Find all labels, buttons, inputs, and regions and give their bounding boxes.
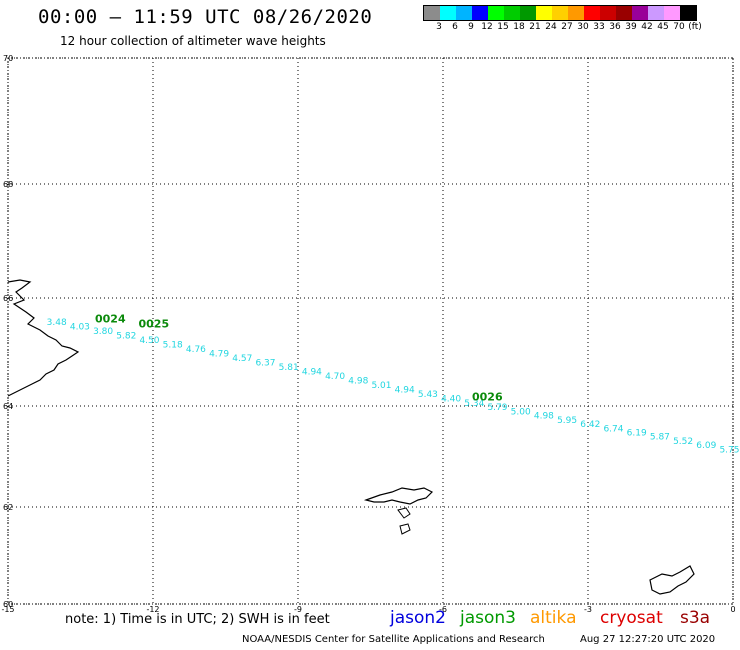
color-scale-label: 21 xyxy=(529,22,541,32)
legend-s3a: s3a xyxy=(680,608,711,628)
wave-height-label: 4.94 xyxy=(395,386,415,396)
wave-height-label: 3.48 xyxy=(47,318,67,328)
footer-note: note: 1) Time is in UTC; 2) SWH is in fe… xyxy=(65,612,330,627)
color-swatch xyxy=(632,6,648,20)
legend-jason2: jason2 xyxy=(390,608,446,628)
color-swatch xyxy=(584,6,600,20)
wave-height-label: 4.40 xyxy=(441,395,461,405)
shetland-islands xyxy=(649,565,695,595)
lat-tick-label: 70 xyxy=(3,54,13,63)
color-scale-label: 45 xyxy=(657,22,669,32)
legend-altika: altika xyxy=(530,608,577,628)
color-swatch xyxy=(488,6,504,20)
color-swatch xyxy=(536,6,552,20)
color-scale-labels: 3 6 9 12 15 18 21 24 27 30 33 36 39 42 45 70 (ft) xyxy=(423,22,740,34)
iceland-coastline xyxy=(7,279,80,397)
color-scale-label: 42 xyxy=(641,22,653,32)
color-scale-label: 30 xyxy=(577,22,589,32)
pass-time-label: 0024 xyxy=(95,312,126,325)
color-scale-label: 39 xyxy=(625,22,637,32)
page-subtitle: 12 hour collection of altimeter wave hei… xyxy=(60,34,326,48)
wave-height-label: 5.01 xyxy=(371,381,391,391)
color-scale-label: 12 xyxy=(481,22,493,32)
color-swatch xyxy=(616,6,632,20)
color-scale-label: 70 xyxy=(673,22,685,32)
wave-height-label: 4.57 xyxy=(232,354,252,364)
faroe-islands xyxy=(363,487,434,505)
lat-tick-label: 66 xyxy=(3,294,13,303)
wave-height-label: 4.79 xyxy=(209,350,229,360)
wave-height-label: 6.74 xyxy=(603,424,623,434)
color-scale-label: 9 xyxy=(468,22,474,32)
color-scale-label: 36 xyxy=(609,22,621,32)
lat-tick-label: 68 xyxy=(3,180,13,189)
wave-height-label: 6.19 xyxy=(627,428,647,438)
color-swatch xyxy=(600,6,616,20)
color-scale-label: 27 xyxy=(561,22,573,32)
wave-height-label: 4.98 xyxy=(534,412,554,422)
lon-tick-label: -3 xyxy=(584,605,592,614)
wave-height-label: 5.75 xyxy=(719,445,739,455)
wave-height-label: 5.18 xyxy=(163,341,183,351)
color-swatch xyxy=(440,6,456,20)
color-scale-label: 18 xyxy=(513,22,525,32)
lat-tick-label: 60 xyxy=(3,600,13,609)
color-swatch xyxy=(472,6,488,20)
pass-time-label: 0025 xyxy=(139,318,170,331)
wave-height-label: 4.98 xyxy=(348,377,368,387)
faroe-islet xyxy=(399,523,411,535)
wave-height-label: 6.09 xyxy=(696,441,716,451)
color-scale-label: 33 xyxy=(593,22,605,32)
color-scale xyxy=(423,5,697,21)
wave-height-label: 4.70 xyxy=(325,372,345,382)
wave-height-label: 6.42 xyxy=(580,420,600,430)
wave-height-label: 3.80 xyxy=(93,327,113,337)
wave-height-label: 5.82 xyxy=(116,332,136,342)
color-swatch xyxy=(664,6,680,20)
color-swatch xyxy=(504,6,520,20)
pass-time-label: 0026 xyxy=(472,391,503,404)
color-swatch xyxy=(520,6,536,20)
color-swatch xyxy=(648,6,664,20)
color-swatch xyxy=(552,6,568,20)
lon-tick-label: 0 xyxy=(730,605,735,614)
color-swatch xyxy=(456,6,472,20)
wave-height-label: 4.94 xyxy=(302,368,322,378)
color-scale-label: 6 xyxy=(452,22,458,32)
wave-height-label: 5.43 xyxy=(418,390,438,400)
wave-height-label: 4.76 xyxy=(186,345,206,355)
wave-height-label: 4.50 xyxy=(139,336,159,346)
page-title: 00:00 – 11:59 UTC 08/26/2020 xyxy=(38,6,373,28)
credit-line: NOAA/NESDIS Center for Satellite Applica… xyxy=(242,634,545,645)
generated-timestamp: Aug 27 12:27:20 UTC 2020 xyxy=(580,634,716,645)
wave-height-label: 5.52 xyxy=(673,437,693,447)
wave-height-label: 5.95 xyxy=(557,416,577,426)
wave-height-label: 5.34 xyxy=(464,399,484,409)
color-scale-label: 15 xyxy=(497,22,509,32)
wave-height-label: 5.87 xyxy=(650,433,670,443)
lon-tick-label: -12 xyxy=(146,605,159,614)
color-swatch xyxy=(424,6,440,20)
color-scale-label: 3 xyxy=(436,22,442,32)
legend-cryosat: cryosat xyxy=(600,608,663,628)
wave-height-label: 5.00 xyxy=(511,407,531,417)
lat-tick-label: 62 xyxy=(3,503,13,512)
color-swatch xyxy=(568,6,584,20)
color-scale-label: (ft) xyxy=(688,22,702,32)
lon-tick-label: -15 xyxy=(1,605,14,614)
wave-height-label: 5.79 xyxy=(487,403,507,413)
lon-tick-label: -6 xyxy=(439,605,447,614)
legend-jason3: jason3 xyxy=(460,608,516,628)
color-scale-label: 24 xyxy=(545,22,557,32)
lon-tick-label: -9 xyxy=(294,605,302,614)
wave-height-label: 6.37 xyxy=(255,359,275,369)
color-swatch xyxy=(680,6,696,20)
wave-height-label: 4.03 xyxy=(70,323,90,333)
wave-height-label: 5.81 xyxy=(279,363,299,373)
faroe-islet xyxy=(397,507,411,519)
lat-tick-label: 64 xyxy=(3,402,13,411)
